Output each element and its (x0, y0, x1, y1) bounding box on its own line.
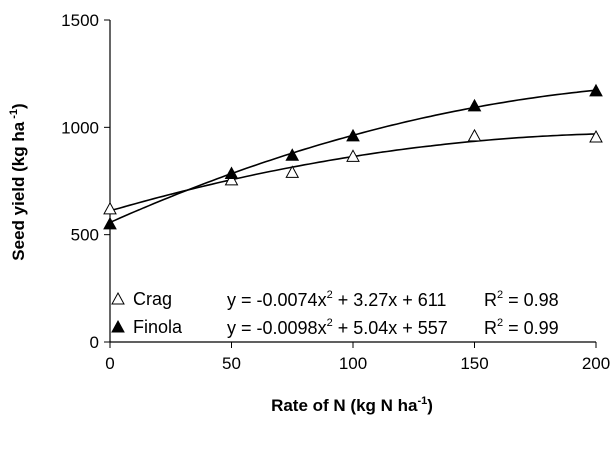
legend-label-finola: Finola (133, 317, 183, 337)
marker-crag (103, 201, 117, 215)
marker-finola (589, 83, 603, 97)
x-tick-label: 200 (582, 354, 610, 373)
y-tick-label: 0 (90, 333, 99, 352)
legend: Crag Finola (111, 289, 183, 337)
equation-finola: y = -0.0098x2 + 5.04x + 557 (227, 317, 448, 338)
marker-crag (285, 165, 300, 178)
marker-crag (346, 149, 360, 162)
marker-finola (346, 128, 360, 142)
marker-finola (285, 148, 300, 161)
x-tick-label: 50 (222, 354, 241, 373)
marker-crag (224, 172, 239, 186)
legend-marker-finola (111, 319, 125, 333)
y-tick-label: 500 (71, 226, 99, 245)
y-tick-label: 1000 (61, 118, 99, 137)
x-ticks: 0 50 100 150 200 (105, 342, 610, 373)
marker-crag (467, 128, 482, 142)
r2-crag: R2 = 0.98 (484, 289, 559, 310)
legend-marker-crag (111, 291, 125, 305)
legend-label-crag: Crag (133, 289, 172, 309)
equations: y = -0.0074x2 + 3.27x + 611 R2 = 0.98 y … (227, 289, 559, 338)
y-axis-title: Seed yield (kg ha -1) (8, 103, 28, 260)
x-tick-label: 150 (460, 354, 488, 373)
x-tick-label: 100 (339, 354, 367, 373)
x-axis-title: Rate of N (kg N ha-1) (271, 395, 433, 415)
marker-crag (589, 129, 603, 143)
marker-finola (467, 98, 482, 112)
fit-line-crag (109, 133, 597, 212)
y-ticks: 0 500 1000 1500 (61, 11, 110, 352)
x-tick-label: 0 (105, 354, 114, 373)
y-tick-label: 1500 (61, 11, 99, 30)
marker-finola (224, 166, 239, 179)
r2-finola: R2 = 0.99 (484, 317, 559, 338)
data-markers (103, 83, 603, 230)
equation-crag: y = -0.0074x2 + 3.27x + 611 (227, 289, 446, 310)
marker-finola (103, 216, 117, 230)
